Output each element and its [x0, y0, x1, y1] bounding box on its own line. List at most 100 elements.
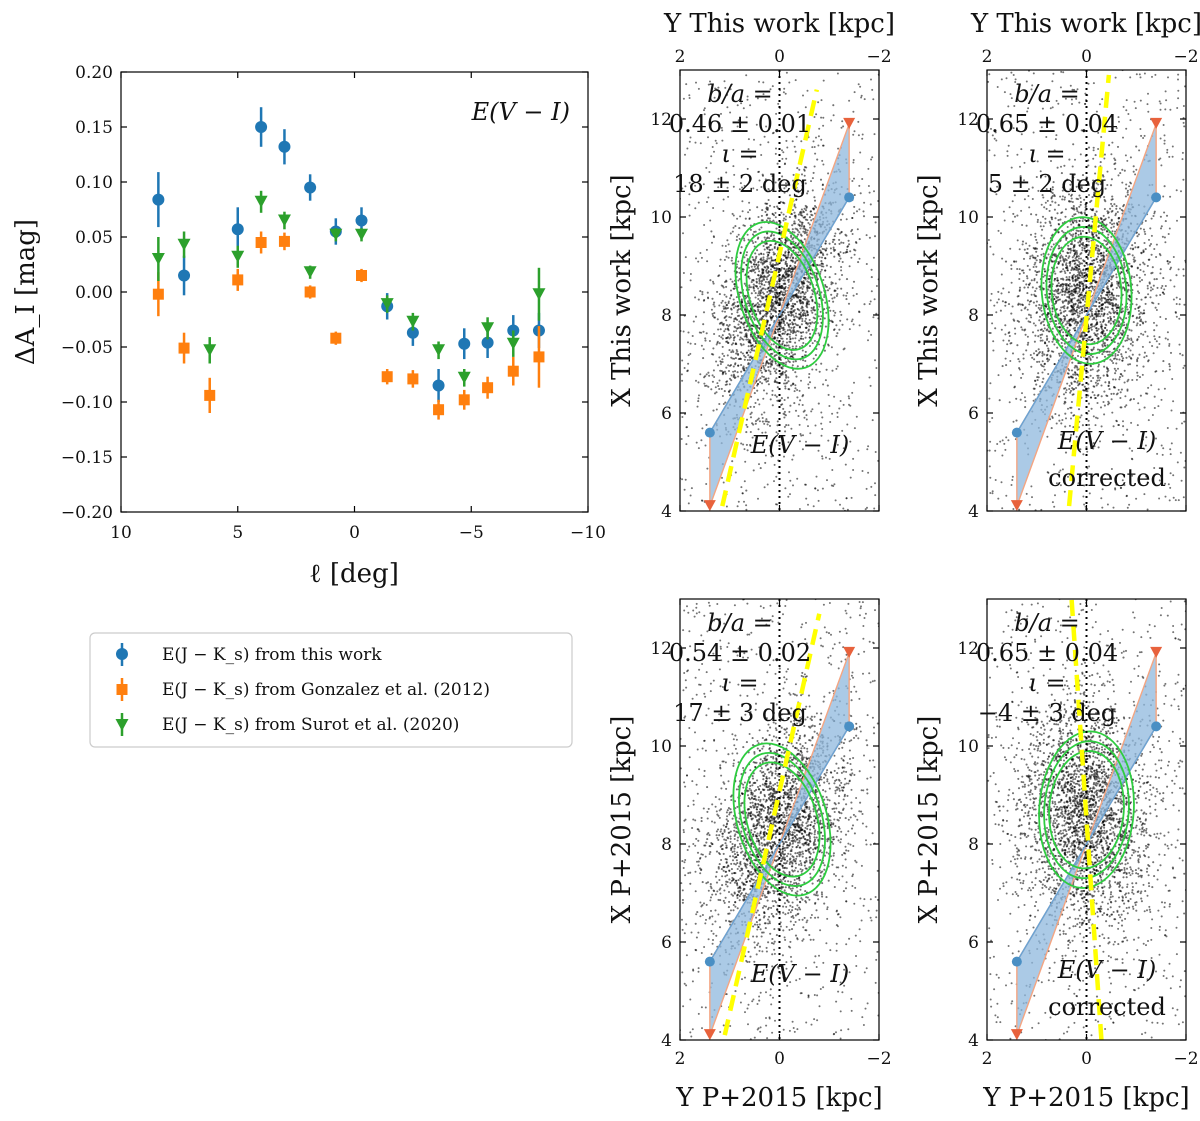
- ratio-label: b/a =: [707, 80, 773, 108]
- band-center-line: [709, 197, 850, 433]
- data-point: [380, 298, 394, 311]
- data-point: [458, 394, 470, 406]
- method-label: E(V − I): [750, 431, 849, 459]
- data-point: [204, 389, 216, 401]
- y-tick-label: 0.15: [75, 118, 113, 138]
- data-point: [255, 121, 268, 133]
- y-tick-label: 10: [650, 737, 672, 757]
- map-xlabel: Y P+2015 [kpc]: [982, 1083, 1189, 1113]
- y-tick-label: 6: [661, 404, 672, 424]
- data-point: [303, 266, 317, 279]
- x-tick-label: 0: [774, 47, 785, 67]
- plot-area: [680, 599, 879, 1040]
- panel-top-left-map: 4 6 8 10 12 2 0 −2 X This work [kpc] Y This work …: [607, 9, 895, 522]
- data-point: [277, 214, 291, 227]
- map-top-xlabel: Y This work [kpc]: [970, 9, 1200, 39]
- y-tick-label: 0.05: [75, 228, 113, 248]
- legend-label-gonzalez: E(J − K_s) from Gonzalez et al. (2012): [162, 680, 490, 700]
- density-contours: [732, 742, 832, 897]
- data-point: [330, 332, 342, 344]
- far-tip-marker: [1150, 117, 1163, 129]
- y-tick-label: 6: [661, 933, 672, 953]
- y-tick-label: 12: [957, 110, 979, 130]
- near-tip-marker: [1010, 500, 1023, 511]
- y-tick-label: 4: [661, 1031, 672, 1051]
- data-point: [532, 288, 546, 301]
- y-tick-label: 8: [968, 306, 979, 326]
- band-center-line: [1016, 726, 1157, 962]
- x-tick-label: −2: [866, 47, 891, 67]
- delta-ai-annotation: E(V − I): [471, 98, 570, 126]
- method-label: E(V − I): [750, 960, 849, 988]
- corrected-label: corrected: [1048, 993, 1166, 1021]
- plot-area: [680, 70, 879, 511]
- near-tip-marker: [1010, 1029, 1023, 1040]
- ratio-value: 0.46 ± 0.01: [669, 110, 811, 138]
- ratio-value: 0.65 ± 0.04: [976, 639, 1118, 667]
- band-center-line: [1016, 197, 1157, 433]
- delta-ai-ticks: 10 5 0 −5 −10 −0.20 −0.15 −0.10 −0.05 0.00 0.05 0.1…: [61, 63, 606, 543]
- series-2: [151, 190, 546, 387]
- data-point: [231, 250, 245, 263]
- near-end-marker: [704, 956, 715, 967]
- x-tick-label: 0: [774, 1049, 785, 1069]
- data-point: [458, 337, 471, 350]
- inclination-value: −4 ± 3 deg: [978, 699, 1117, 727]
- x-tick-label: −10: [570, 523, 606, 543]
- density-contours: [1040, 216, 1133, 365]
- legend-entry-gonzalez: E(J − K_s) from Gonzalez et al. (2012): [116, 678, 490, 701]
- x-tick-label: 2: [982, 1049, 993, 1069]
- y-tick-label: 6: [968, 404, 979, 424]
- x-tick-label: 5: [232, 523, 243, 543]
- legend-label-this-work: E(J − K_s) from this work: [162, 645, 382, 665]
- map-xlabel: Y P+2015 [kpc]: [675, 1083, 882, 1113]
- delta-ai-series: [151, 107, 546, 420]
- legend: E(J − K_s) from this work E(J − K_s) fro…: [89, 632, 573, 748]
- data-point: [507, 365, 519, 377]
- x-tick-label: −2: [866, 1049, 891, 1069]
- x-tick-label: 10: [110, 523, 132, 543]
- data-point: [178, 269, 191, 282]
- y-tick-label: 8: [661, 306, 672, 326]
- data-point: [203, 344, 217, 357]
- plot-area: [987, 599, 1186, 1040]
- near-end-marker: [1011, 956, 1022, 967]
- contour-ring: [734, 221, 830, 370]
- contour-ring: [738, 751, 826, 888]
- map-ylabel: X This work [kpc]: [914, 174, 944, 406]
- data-point: [254, 195, 268, 208]
- data-point: [356, 270, 368, 281]
- legend-marker-circle: [116, 648, 128, 660]
- data-point: [482, 382, 494, 394]
- contour-ring: [1050, 235, 1123, 346]
- data-point: [406, 326, 419, 339]
- band-center-line: [709, 726, 850, 962]
- data-point: [151, 253, 165, 265]
- delta-ai-panel: 10 5 0 −5 −10 −0.20 −0.15 −0.10 −0.05 0.00 0.05 0.1…: [11, 63, 606, 589]
- x-tick-label: 0: [349, 523, 360, 543]
- near-tip-marker: [703, 1029, 716, 1040]
- contour-ring: [743, 761, 821, 878]
- data-point: [481, 322, 495, 335]
- data-point: [407, 373, 419, 385]
- density-contours: [734, 221, 830, 370]
- inclination-label: ι =: [1028, 669, 1065, 697]
- y-tick-label: 12: [957, 639, 979, 659]
- data-point: [152, 288, 164, 300]
- legend-box: [89, 632, 573, 748]
- data-point: [355, 214, 368, 227]
- data-point: [481, 336, 494, 349]
- data-point: [152, 193, 165, 206]
- data-point: [231, 223, 244, 236]
- y-tick-label: 10: [957, 737, 979, 757]
- bar-axis-fit-line: [720, 89, 820, 507]
- data-point: [433, 404, 445, 416]
- far-tip-marker: [843, 646, 856, 658]
- data-point: [232, 274, 244, 286]
- y-tick-label: 12: [650, 639, 672, 659]
- contour-ring: [740, 230, 824, 361]
- y-tick-label: 0.00: [75, 283, 113, 303]
- data-point: [304, 286, 316, 298]
- y-tick-label: 10: [957, 208, 979, 228]
- data-point: [304, 181, 317, 194]
